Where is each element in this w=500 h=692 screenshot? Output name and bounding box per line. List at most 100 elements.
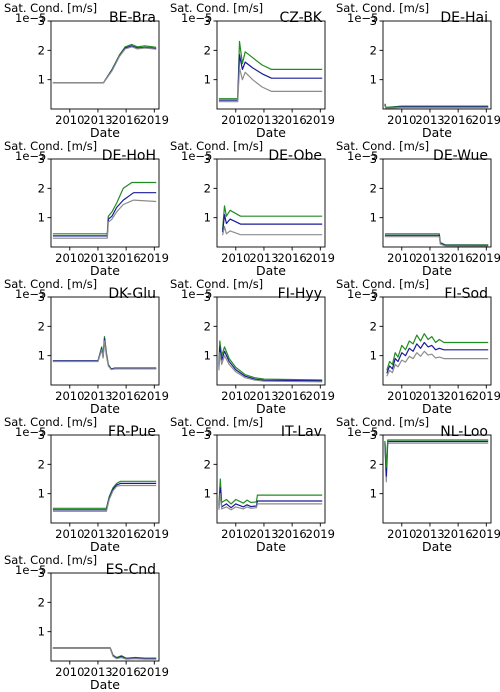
x-tick-label: 2016 xyxy=(111,527,140,541)
series-line xyxy=(222,205,323,230)
y-offset-label: 1e−5 xyxy=(347,287,378,301)
x-tick-label: 2010 xyxy=(221,113,250,127)
x-tick-label: 2013 xyxy=(83,527,112,541)
x-tick-label: 2013 xyxy=(83,113,112,127)
plot-frame xyxy=(216,434,326,524)
x-tick-label: 2019 xyxy=(472,251,500,265)
x-tick-label: 2010 xyxy=(55,389,84,403)
y-tick-label: 1 xyxy=(204,487,211,501)
x-axis-label: Date xyxy=(90,401,120,416)
plot-frame xyxy=(382,20,492,110)
y-tick-label: 2 xyxy=(370,319,377,333)
x-axis-label: Date xyxy=(256,539,286,554)
x-tick-label: 2019 xyxy=(140,665,169,679)
y-tick-label: 3 xyxy=(38,428,45,442)
y-tick-label: 2 xyxy=(38,319,45,333)
series-line xyxy=(52,647,157,660)
series-line xyxy=(52,45,157,84)
plot-frame xyxy=(50,572,160,662)
y-axis-label: Sat. Cond. [m/s] xyxy=(336,415,429,429)
x-axis-label: Date xyxy=(422,263,452,278)
y-tick-label: 1 xyxy=(38,349,45,363)
y-axis-label: Sat. Cond. [m/s] xyxy=(4,1,97,15)
y-axis-label: Sat. Cond. [m/s] xyxy=(336,277,429,291)
x-tick-label: 2016 xyxy=(277,251,306,265)
x-tick-label: 2010 xyxy=(55,665,84,679)
y-offset-label: 1e−5 xyxy=(181,11,212,25)
y-tick-label: 1 xyxy=(38,625,45,639)
panel-de-hai: Sat. Cond. [m/s]1e−5 DE-Hai12320102013201… xyxy=(336,1,500,140)
x-tick-label: 2016 xyxy=(443,113,472,127)
panel-fi-sod: Sat. Cond. [m/s]1e−5 FI-Sod12320102013201… xyxy=(336,277,500,416)
panel-de-obe: Sat. Cond. [m/s]1e−5 DE-Obe12320102013201… xyxy=(170,139,335,278)
x-axis-label: Date xyxy=(90,263,120,278)
panel-dk-glu: Sat. Cond. [m/s]1e−5 DK-Glu12320102013201… xyxy=(4,277,169,416)
y-tick-label: 3 xyxy=(204,152,211,166)
x-tick-label: 2019 xyxy=(140,389,169,403)
panel-title: DE-HoH xyxy=(102,148,156,164)
x-tick-label: 2019 xyxy=(472,113,500,127)
series-line xyxy=(52,46,157,84)
series-line xyxy=(384,105,489,109)
x-tick-label: 2013 xyxy=(415,113,444,127)
y-offset-label: 1e−5 xyxy=(181,287,212,301)
panel-it-lav: Sat. Cond. [m/s]1e−5 IT-Lav12320102013201… xyxy=(170,415,335,554)
y-tick-label: 3 xyxy=(38,566,45,580)
x-axis-label: Date xyxy=(422,539,452,554)
x-tick-label: 2013 xyxy=(415,527,444,541)
y-tick-label: 1 xyxy=(370,211,377,225)
y-tick-label: 2 xyxy=(204,319,211,333)
plot-frame xyxy=(50,158,160,248)
y-tick-label: 3 xyxy=(370,152,377,166)
x-tick-label: 2010 xyxy=(387,527,416,541)
series-line xyxy=(218,40,323,100)
y-tick-label: 1 xyxy=(204,349,211,363)
x-tick-label: 2016 xyxy=(111,251,140,265)
y-tick-label: 1 xyxy=(38,73,45,87)
series-line xyxy=(218,487,323,509)
plot-frame xyxy=(50,20,160,110)
y-axis-label: Sat. Cond. [m/s] xyxy=(4,553,97,567)
panel-title: CZ-BK xyxy=(280,10,323,26)
x-tick-label: 2016 xyxy=(111,665,140,679)
y-axis-label: Sat. Cond. [m/s] xyxy=(336,1,429,15)
series-line xyxy=(386,341,489,374)
x-tick-label: 2019 xyxy=(472,389,500,403)
x-tick-label: 2016 xyxy=(277,389,306,403)
x-axis-label: Date xyxy=(256,263,286,278)
y-tick-label: 2 xyxy=(38,181,45,195)
panel-fr-pue: Sat. Cond. [m/s]1e−5 FR-Pue12320102013201… xyxy=(4,415,169,554)
x-tick-label: 2016 xyxy=(111,113,140,127)
y-tick-label: 1 xyxy=(204,211,211,225)
x-tick-label: 2013 xyxy=(83,389,112,403)
y-tick-label: 3 xyxy=(370,290,377,304)
panel-title: DE-Hai xyxy=(440,10,488,26)
series-line xyxy=(52,340,157,371)
x-tick-label: 2013 xyxy=(249,389,278,403)
series-line xyxy=(384,442,489,483)
x-axis-label: Date xyxy=(90,539,120,554)
series-line xyxy=(52,484,157,512)
x-tick-label: 2019 xyxy=(140,527,169,541)
x-tick-label: 2019 xyxy=(306,251,335,265)
series-line xyxy=(218,67,323,103)
y-tick-label: 3 xyxy=(204,428,211,442)
y-tick-label: 2 xyxy=(370,43,377,57)
y-tick-label: 2 xyxy=(38,595,45,609)
x-tick-label: 2010 xyxy=(221,389,250,403)
y-tick-label: 2 xyxy=(204,181,211,195)
y-axis-label: Sat. Cond. [m/s] xyxy=(170,277,263,291)
series-line xyxy=(222,225,323,236)
x-tick-label: 2019 xyxy=(472,527,500,541)
y-offset-label: 1e−5 xyxy=(181,149,212,163)
y-offset-label: 1e−5 xyxy=(15,287,46,301)
x-tick-label: 2013 xyxy=(83,665,112,679)
series-line xyxy=(384,439,489,468)
y-tick-label: 2 xyxy=(370,457,377,471)
x-tick-label: 2016 xyxy=(277,527,306,541)
x-tick-label: 2013 xyxy=(83,251,112,265)
x-axis-label: Date xyxy=(422,125,452,140)
y-offset-label: 1e−5 xyxy=(15,149,46,163)
y-offset-label: 1e−5 xyxy=(181,425,212,439)
y-offset-label: 1e−5 xyxy=(15,563,46,577)
